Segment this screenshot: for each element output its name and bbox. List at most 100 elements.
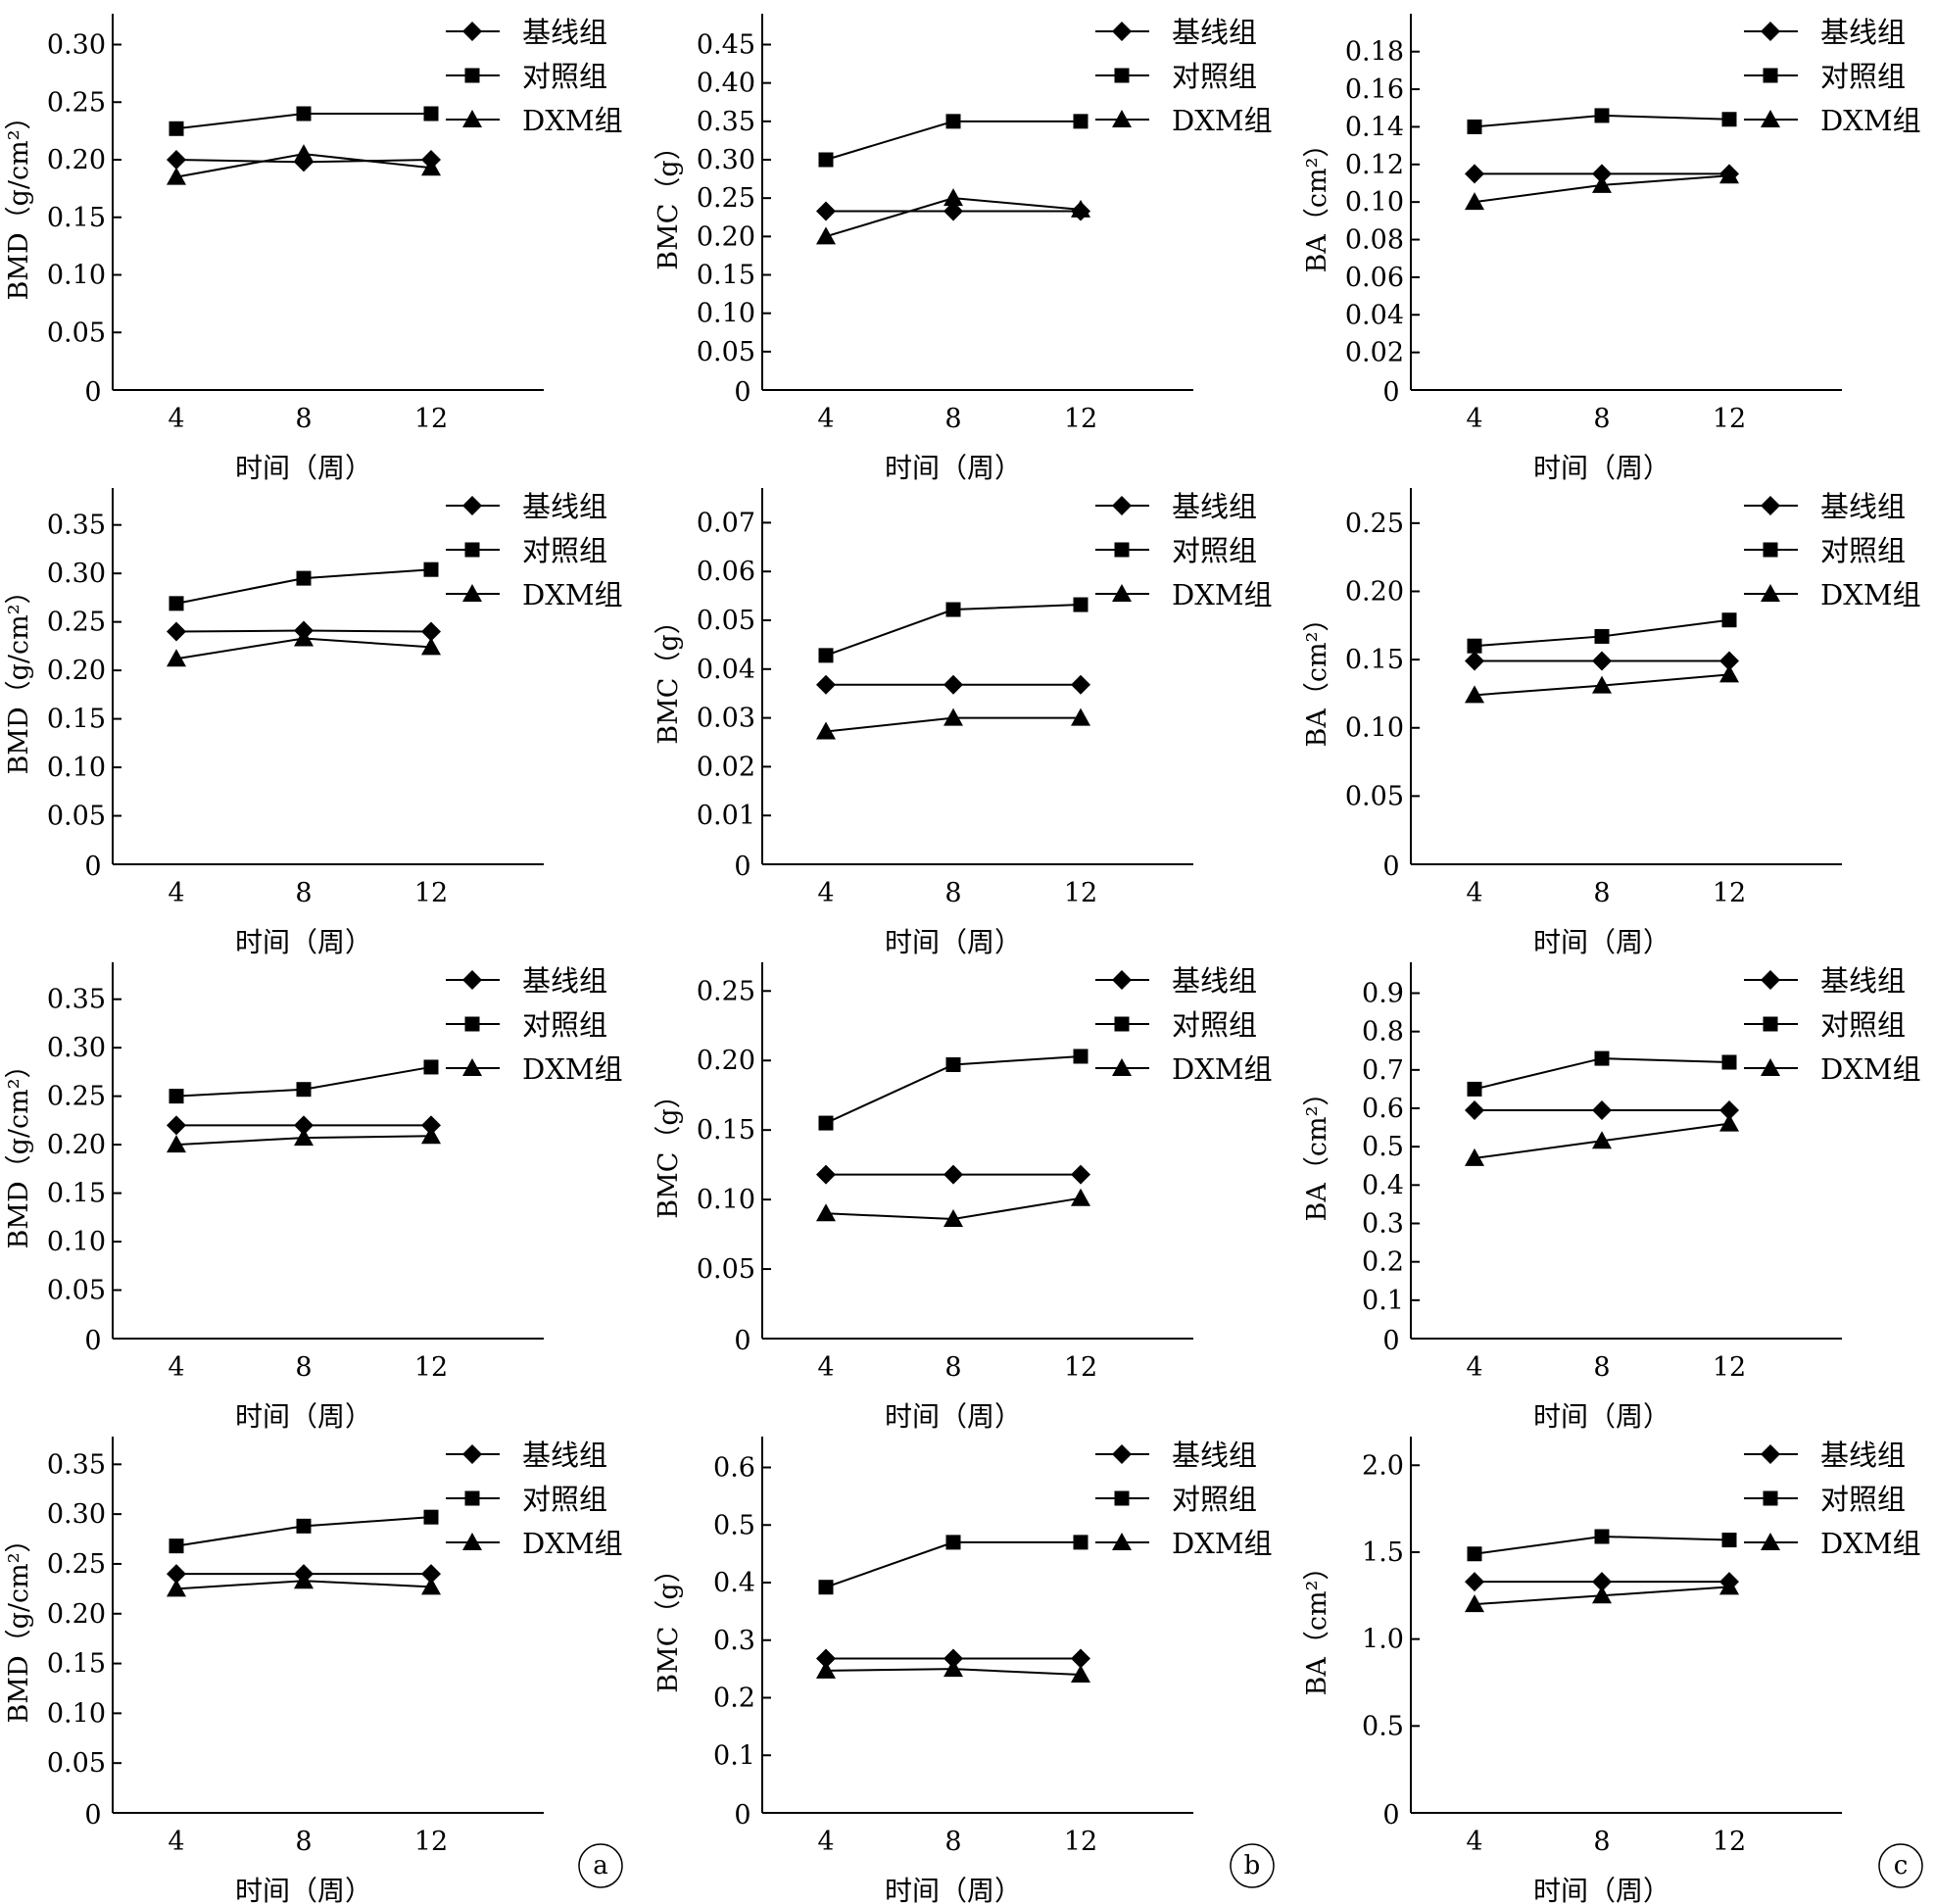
data-point	[1465, 192, 1484, 211]
series-3	[167, 1126, 441, 1153]
y-tick-label: 0.15	[697, 1115, 755, 1146]
data-point	[167, 150, 186, 170]
y-axis-label: BA（cm²）	[1302, 606, 1332, 748]
y-tick-label: 0.05	[47, 1748, 106, 1779]
series-2	[818, 1535, 1088, 1595]
data-point	[1071, 1665, 1090, 1683]
data-point	[1071, 199, 1090, 218]
data-point	[943, 674, 963, 695]
y-tick-label: 0.06	[1345, 263, 1404, 293]
x-tick-label: 8	[1593, 1352, 1610, 1383]
data-point	[1071, 674, 1090, 695]
data-point	[1592, 164, 1612, 184]
data-point	[294, 1115, 314, 1136]
data-point	[167, 1564, 186, 1585]
x-axis-label: 时间（周）	[235, 1875, 372, 1904]
chart-3: 0 0.02 0.04 0.06 0.08 0.10 0.12 0.14 0.16 0.18 4 8 1…	[1302, 14, 1921, 484]
x-tick-label: 4	[168, 878, 184, 908]
legend-label: 基线组	[1820, 964, 1906, 998]
y-tick-label: 0.25	[697, 183, 755, 214]
data-point	[423, 106, 439, 122]
y-tick-label: 0.30	[47, 30, 106, 61]
legend-marker	[462, 110, 482, 127]
data-point	[943, 1648, 963, 1669]
series-2	[169, 561, 439, 611]
data-point	[1071, 708, 1090, 726]
y-tick-label: 0.25	[697, 976, 755, 1006]
data-point	[1073, 1535, 1088, 1550]
legend-marker	[1763, 1490, 1778, 1506]
y-tick-label: 0.3	[713, 1626, 755, 1656]
series-2	[169, 1509, 439, 1554]
y-tick-label: 0.05	[697, 606, 755, 636]
x-tick-label: 8	[295, 1827, 312, 1857]
legend-marker	[1112, 584, 1132, 602]
series-2	[1467, 108, 1737, 134]
x-tick-label: 12	[1713, 1827, 1746, 1857]
y-tick-label: 0.10	[1345, 713, 1404, 744]
data-point	[296, 1518, 312, 1534]
legend-marker	[1112, 1058, 1132, 1076]
data-point	[167, 1115, 186, 1136]
legend-label: 对照组	[1820, 60, 1906, 93]
y-axis-label: BMD（g/cm²）	[4, 1051, 34, 1248]
y-axis-label: BA（cm²）	[1302, 1554, 1332, 1696]
data-point	[1592, 1586, 1612, 1604]
y-tick-label: 0.20	[47, 145, 106, 175]
x-axis-label: 时间（周）	[885, 926, 1022, 958]
legend-marker	[1114, 68, 1130, 83]
data-point	[423, 561, 439, 577]
x-axis-label: 时间（周）	[1533, 1400, 1670, 1433]
data-point	[818, 648, 834, 663]
y-tick-label: 0	[84, 377, 101, 408]
y-tick-label: 0.25	[47, 1549, 106, 1580]
y-tick-label: 0.05	[47, 802, 106, 832]
data-point	[167, 621, 186, 642]
y-tick-label: 0.5	[1362, 1711, 1404, 1741]
data-point	[294, 628, 314, 647]
legend-marker	[464, 1490, 480, 1506]
data-point	[421, 621, 441, 642]
data-point	[1592, 1572, 1612, 1592]
x-tick-label: 12	[1064, 1352, 1097, 1383]
series-1	[1465, 1099, 1739, 1120]
y-tick-label: 0	[734, 1326, 750, 1356]
series-2	[818, 1049, 1088, 1131]
y-tick-label: 0.10	[47, 753, 106, 783]
data-point	[816, 1203, 836, 1222]
y-tick-label: 1.5	[1362, 1538, 1404, 1568]
legend-label: DXM组	[1172, 578, 1273, 611]
series-2	[818, 597, 1088, 663]
data-point	[1719, 651, 1739, 671]
y-tick-label: 0.04	[1345, 300, 1404, 330]
x-tick-label: 8	[295, 1352, 312, 1383]
series-3	[167, 144, 441, 185]
legend-label: 基线组	[522, 1439, 607, 1472]
data-point	[1465, 1099, 1484, 1120]
legend-marker	[1763, 68, 1778, 83]
x-axis-label: 时间（周）	[885, 1400, 1022, 1433]
y-tick-label: 0.35	[47, 985, 106, 1015]
x-tick-label: 8	[1593, 404, 1610, 434]
data-point	[1467, 638, 1482, 654]
x-tick-label: 8	[295, 404, 312, 434]
data-point	[421, 1577, 441, 1595]
legend-label: DXM组	[522, 578, 623, 611]
y-tick-label: 0.15	[47, 1179, 106, 1209]
y-tick-label: 0.2	[1362, 1247, 1404, 1278]
legend-label: DXM组	[1172, 104, 1273, 137]
x-tick-label: 4	[1466, 1352, 1482, 1383]
data-point	[1719, 664, 1739, 683]
legend-label: DXM组	[522, 1527, 623, 1560]
data-point	[943, 1164, 963, 1185]
x-tick-label: 4	[817, 878, 834, 908]
legend-marker	[1763, 542, 1778, 558]
legend-marker	[462, 1533, 482, 1550]
y-tick-label: 0.30	[47, 1499, 106, 1530]
x-tick-label: 4	[1466, 1827, 1482, 1857]
y-tick-label: 0	[84, 1326, 101, 1356]
x-tick-label: 8	[944, 1352, 961, 1383]
